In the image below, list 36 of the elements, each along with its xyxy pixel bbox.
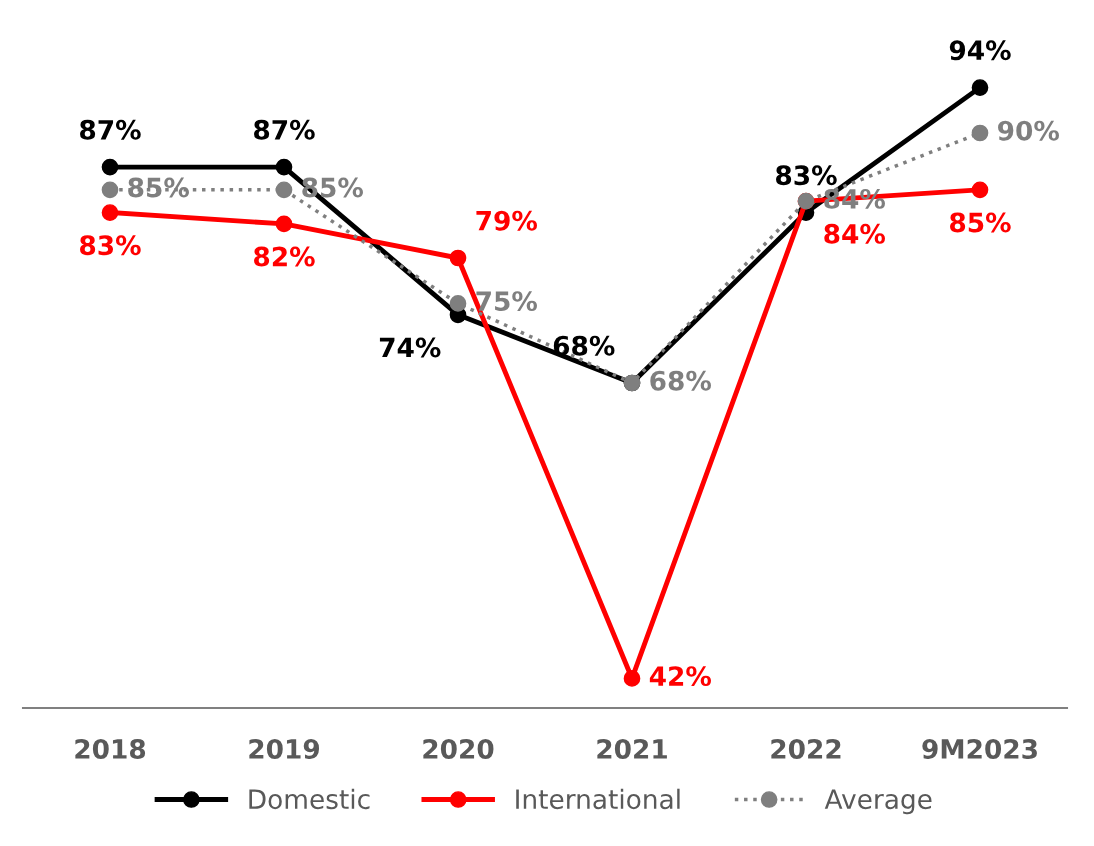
point [275, 215, 293, 233]
point [449, 249, 467, 267]
point [101, 158, 119, 176]
data-label: 90% [998, 120, 1059, 141]
x-tick-label: 2021 [597, 739, 667, 759]
data-label: 79% [476, 210, 537, 231]
x-tick-label: 2020 [423, 739, 494, 759]
data-label: 94% [949, 40, 1011, 61]
data-label: 83% [776, 165, 837, 186]
data-label: 68% [553, 335, 615, 356]
point [101, 181, 119, 199]
point [275, 158, 293, 176]
point [101, 204, 119, 221]
x-tick-label: 9M2023 [922, 739, 1037, 759]
data-label: 87% [254, 119, 315, 140]
data-label: 84% [824, 188, 885, 209]
data-label: 85% [950, 212, 1011, 233]
data-label: 74% [379, 337, 441, 358]
data-label: 87% [80, 119, 141, 140]
legend-label: International [516, 788, 680, 810]
point [971, 124, 989, 142]
x-tick-label: 2022 [771, 739, 841, 759]
point [449, 295, 467, 312]
legend-label: Average [824, 789, 932, 815]
data-label: 82% [254, 246, 315, 267]
point [971, 181, 989, 199]
data-label: 84% [824, 223, 885, 244]
data-label: 68% [650, 370, 711, 391]
data-label: 42% [649, 666, 711, 687]
point [623, 670, 641, 687]
legend-label: Domestic [249, 788, 370, 810]
x-tick-label: 2019 [249, 739, 320, 759]
x-tick-label: 2018 [75, 739, 146, 759]
data-label: 83% [80, 235, 141, 256]
point [971, 79, 989, 96]
point [275, 181, 293, 199]
